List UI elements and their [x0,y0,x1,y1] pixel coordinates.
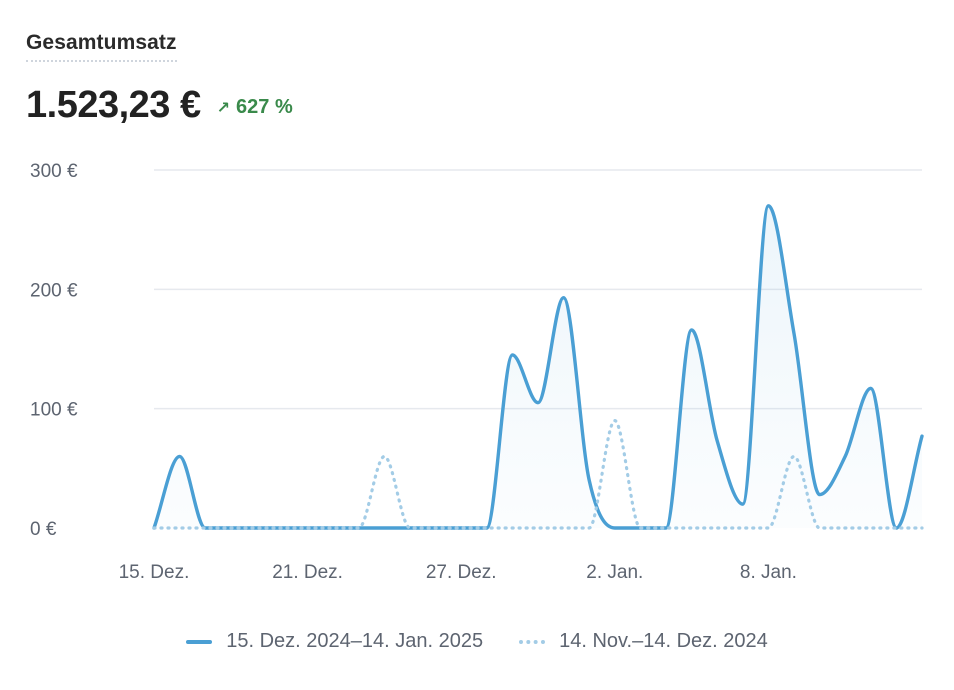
x-tick-label: 27. Dez. [426,562,497,583]
legend-item-previous[interactable]: 14. Nov.–14. Dez. 2024 [519,630,768,653]
series-area-current [154,205,922,529]
x-tick-label: 15. Dez. [119,562,190,583]
y-tick-label: 200 € [30,280,78,301]
card-title[interactable]: Gesamtumsatz [26,31,177,62]
legend-label-current: 15. Dez. 2024–14. Jan. 2025 [226,630,484,652]
y-tick-label: 0 € [30,519,57,540]
total-revenue: 1.523,23 € [26,84,201,126]
headline: 1.523,23 € ↗ 627 % [26,84,293,127]
legend-label-previous: 14. Nov.–14. Dez. 2024 [559,630,768,652]
revenue-line-chart: 0 € 100 € 200 € 300 € 15. Dez. 21. Dez. 27. De… [30,161,924,583]
legend-item-current[interactable]: 15. Dez. 2024–14. Jan. 2025 [186,630,483,653]
change-badge: ↗ 627 % [217,96,293,119]
series-line-previous [152,418,924,530]
series-line-current [152,204,924,530]
change-value: 627 % [236,96,293,118]
y-tick-label: 100 € [30,400,78,421]
x-tick-label: 2. Jan. [586,562,643,583]
chart-legend: 15. Dez. 2024–14. Jan. 2025 14. Nov.–14.… [0,630,954,653]
x-tick-label: 21. Dez. [272,562,343,583]
legend-swatch-dotted [519,639,546,644]
legend-swatch-solid [186,639,213,644]
x-tick-label: 8. Jan. [740,562,797,583]
arrow-up-right-icon: ↗ [216,99,231,117]
y-tick-label: 300 € [30,161,78,182]
